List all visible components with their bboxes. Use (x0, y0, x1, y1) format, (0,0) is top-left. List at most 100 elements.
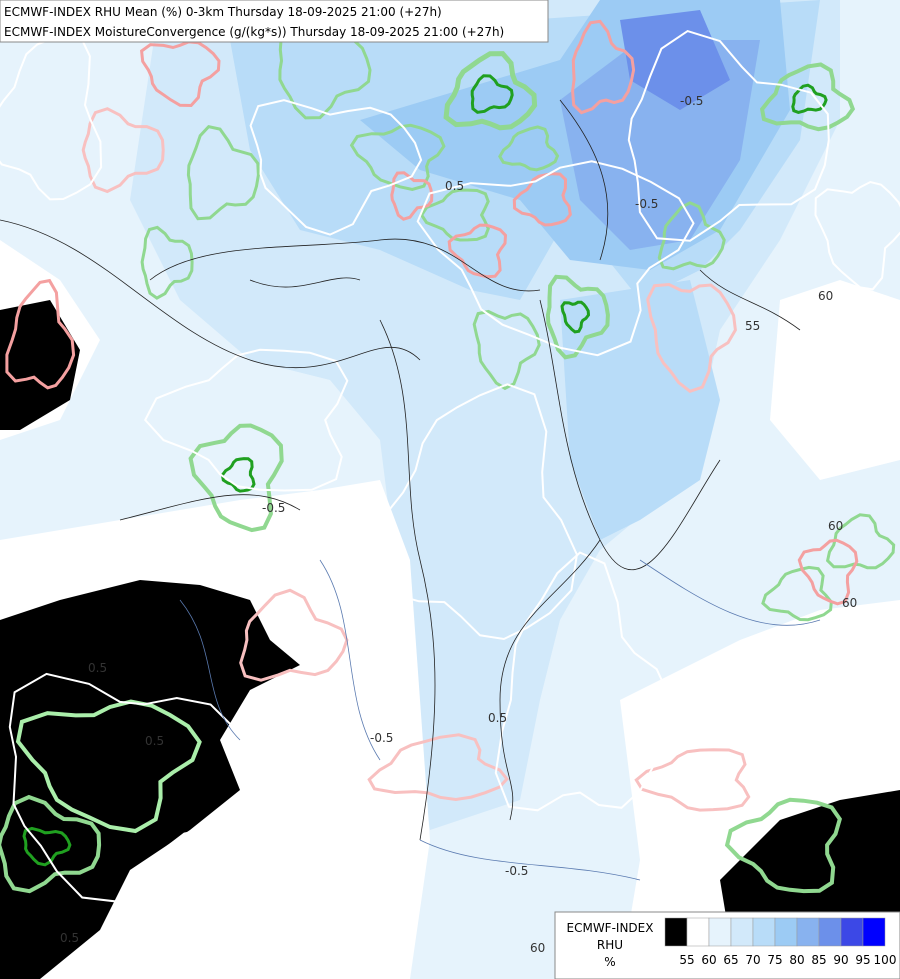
border (559, 99, 609, 261)
legend-tick-label: 75 (767, 953, 782, 967)
contour (8, 672, 256, 903)
contour (140, 40, 221, 108)
contour (657, 201, 726, 271)
contour (252, 818, 412, 903)
legend-tick-label: 95 (855, 953, 870, 967)
contour (761, 565, 833, 622)
border (0, 219, 421, 369)
contour (494, 551, 672, 812)
contour (0, 794, 102, 894)
legend-tick-label: 80 (789, 953, 804, 967)
contour (646, 282, 737, 393)
border (149, 238, 541, 292)
contour (498, 125, 560, 172)
contour (571, 19, 636, 115)
contour (5, 278, 76, 390)
header-line: ECMWF-INDEX MoistureConvergence (g/(kg*s… (4, 25, 504, 39)
border (119, 494, 301, 521)
contour (797, 538, 859, 606)
legend-title: % (604, 955, 615, 969)
legend-swatch (708, 917, 732, 947)
contour (368, 383, 578, 641)
border (249, 277, 361, 288)
header-line: ECMWF-INDEX RHU Mean (%) 0-3km Thursday … (4, 5, 442, 19)
contour (15, 699, 202, 834)
contour (140, 225, 194, 300)
humid-area (560, 40, 760, 250)
legend-tick-label: 85 (811, 953, 826, 967)
contour (447, 223, 508, 279)
contour (545, 274, 610, 360)
contour-label: -0.5 (370, 731, 393, 745)
legend-swatch (818, 917, 842, 947)
contour-label: 60 (818, 289, 833, 303)
contour (419, 188, 490, 242)
contour (143, 348, 349, 492)
legend-title: RHU (597, 938, 623, 952)
legend-swatch (752, 917, 776, 947)
contour (560, 300, 591, 334)
legend-tick-label: 70 (745, 953, 760, 967)
contour (349, 123, 446, 192)
legend-tick-label: 60 (701, 953, 716, 967)
river (179, 599, 241, 741)
contour (791, 83, 828, 114)
legend-swatch (862, 917, 886, 947)
contour (443, 51, 538, 131)
contour (249, 99, 423, 236)
river (319, 559, 381, 761)
border (379, 319, 436, 841)
contour-labels: -0.5 0.5 60 55 60 60 60 0.5 -0.5 0.5 -0.5 -0.5 0.5 -0… (60, 94, 857, 955)
legend-swatch (730, 917, 754, 947)
contour (470, 74, 514, 114)
river (419, 839, 641, 881)
contour (239, 588, 349, 682)
very-dry-area (0, 300, 80, 430)
contour (634, 748, 751, 812)
legend-tick-label: 55 (679, 953, 694, 967)
contour (367, 733, 509, 802)
dry-area (770, 280, 900, 480)
contour (81, 107, 165, 194)
contour (825, 513, 896, 570)
contour (186, 124, 260, 221)
contour (22, 826, 72, 867)
contour-label: 60 (530, 941, 545, 955)
contour (416, 160, 695, 357)
legend-swatch (664, 917, 688, 947)
contour-label: 0.5 (88, 661, 107, 675)
legend-tick-label: 90 (833, 953, 848, 967)
legend-swatch (796, 917, 820, 947)
legend-swatch (774, 917, 798, 947)
contour (390, 171, 434, 221)
legend-title: ECMWF-INDEX (567, 921, 654, 935)
legend-swatch (686, 917, 710, 947)
contour (627, 30, 830, 242)
contour-label: -0.5 (262, 501, 285, 515)
contour-label: 55 (745, 319, 760, 333)
legend-tick-label: 65 (723, 953, 738, 967)
humid-area (560, 280, 720, 540)
contour (814, 180, 900, 291)
contour-label: 0.5 (145, 734, 164, 748)
contour-label: 0.5 (60, 931, 79, 945)
contour-label: 60 (842, 596, 857, 610)
legend: ECMWF-INDEX RHU % 55 60 65 70 75 80 85 90 95 100 (554, 911, 900, 979)
contour (472, 309, 541, 391)
contours (0, 19, 900, 903)
border (499, 539, 601, 821)
legend-tick-label: 100 (874, 953, 897, 967)
contour (512, 172, 572, 227)
contour (724, 797, 842, 894)
contour-label: -0.5 (680, 94, 703, 108)
contour-label: 0.5 (488, 711, 507, 725)
contour-label: -0.5 (635, 197, 658, 211)
header-box (0, 0, 549, 43)
river (639, 559, 821, 626)
contour (188, 423, 284, 533)
contour-label: -0.5 (505, 864, 528, 878)
border (699, 269, 801, 331)
borders (0, 99, 821, 881)
contour-label: 60 (828, 519, 843, 533)
